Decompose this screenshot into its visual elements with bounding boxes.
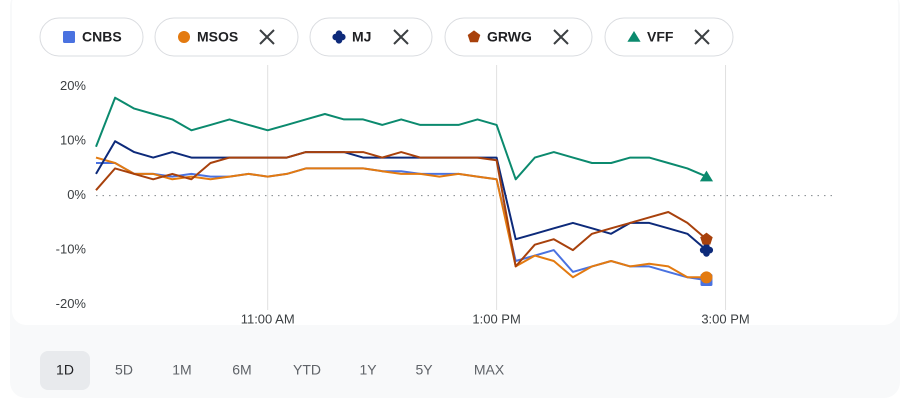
legend-label: MJ <box>352 29 371 45</box>
y-tick-label: -20% <box>56 296 87 311</box>
y-tick-label: 0% <box>67 187 86 202</box>
series-line <box>95 96 707 181</box>
range-button[interactable]: MAX <box>474 362 505 378</box>
chart-area <box>12 0 898 325</box>
range-selected-bg <box>40 351 90 390</box>
end-marker <box>700 271 713 284</box>
chip-outline <box>604 17 734 57</box>
end-marker <box>699 170 714 182</box>
legend-chip[interactable]: CNBS <box>39 17 144 57</box>
legend-marker <box>178 31 190 43</box>
legend-label: MSOS <box>197 29 238 45</box>
legend-label: VFF <box>647 29 674 45</box>
y-tick-label: 10% <box>60 133 86 148</box>
chip-outline <box>309 17 433 57</box>
legend-chip[interactable]: GRWG <box>444 17 593 57</box>
x-tick-label: 3:00 PM <box>701 311 749 326</box>
legend-label: CNBS <box>82 29 122 45</box>
legend-marker <box>467 30 481 43</box>
series-line <box>95 156 707 279</box>
range-button[interactable]: YTD <box>293 362 321 378</box>
range-label: 1D <box>56 362 74 378</box>
range-button[interactable]: 1D <box>40 351 90 390</box>
y-tick-label: -10% <box>56 242 87 257</box>
remove-button[interactable] <box>259 29 275 45</box>
range-button[interactable]: 6M <box>232 362 251 378</box>
legend-chip[interactable]: MJ <box>309 17 433 57</box>
y-tick-label: 20% <box>60 78 86 93</box>
range-label: MAX <box>474 362 505 378</box>
series-line <box>95 151 708 268</box>
remove-button[interactable] <box>393 29 409 45</box>
remove-button[interactable] <box>694 29 710 45</box>
remove-button[interactable] <box>553 29 569 45</box>
range-button[interactable]: 1M <box>172 362 191 378</box>
legend-chip[interactable]: MSOS <box>154 17 299 57</box>
legend-marker <box>63 31 75 43</box>
legend-chip[interactable]: VFF <box>604 17 734 57</box>
x-tick-label: 11:00 AM <box>241 311 295 326</box>
x-tick-label: 1:00 PM <box>472 311 520 326</box>
range-label: 1Y <box>359 362 377 378</box>
range-label: 6M <box>232 362 251 378</box>
end-marker <box>699 243 714 257</box>
legend-marker <box>332 30 346 44</box>
range-button[interactable]: 5Y <box>415 362 433 378</box>
range-label: YTD <box>293 362 321 378</box>
range-label: 1M <box>172 362 191 378</box>
legend-marker <box>627 31 641 42</box>
chip-outline <box>39 17 144 57</box>
range-button[interactable]: 1Y <box>359 362 377 378</box>
series-line <box>95 140 708 251</box>
end-marker <box>700 232 713 245</box>
chip-outline <box>444 17 593 57</box>
legend-label: GRWG <box>487 29 532 45</box>
range-button[interactable]: 5D <box>115 362 133 378</box>
range-label: 5D <box>115 362 133 378</box>
chip-outline <box>154 17 299 57</box>
range-label: 5Y <box>415 362 433 378</box>
